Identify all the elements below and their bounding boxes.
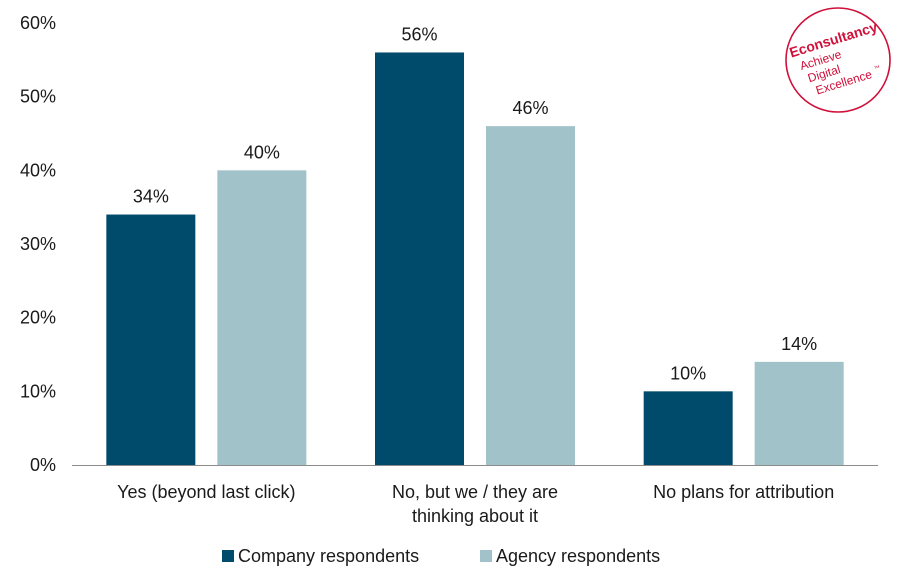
y-tick-label: 0% xyxy=(30,455,56,475)
bar-company-2 xyxy=(643,391,733,465)
category-label: No plans for attribution xyxy=(653,482,834,502)
data-label: 40% xyxy=(244,142,280,162)
data-label: 14% xyxy=(781,334,817,354)
y-tick-label: 40% xyxy=(20,160,56,180)
category-label: Yes (beyond last click) xyxy=(117,482,295,502)
legend-label: Company respondents xyxy=(238,546,419,566)
y-tick-label: 60% xyxy=(20,13,56,33)
legend-swatch xyxy=(480,550,492,562)
bars xyxy=(106,52,844,466)
y-tick-label: 30% xyxy=(20,234,56,254)
legend: Company respondents Agency respondents xyxy=(222,546,660,566)
bar-agency-0 xyxy=(217,170,307,466)
category-label: No, but we / they are xyxy=(392,482,558,502)
y-axis-ticks: 0% 10% 20% 30% 40% 50% 60% xyxy=(20,13,56,475)
y-tick-label: 10% xyxy=(20,381,56,401)
data-label: 34% xyxy=(133,187,169,207)
econsultancy-logo: Econsultancy Achieve Digital Excellence … xyxy=(785,7,891,113)
bar-company-1 xyxy=(375,52,464,465)
category-label: thinking about it xyxy=(412,506,538,526)
category-labels: Yes (beyond last click) No, but we / they… xyxy=(117,482,834,526)
data-label: 10% xyxy=(670,363,706,383)
data-labels: 34% 40% 56% 46% 10% 14% xyxy=(133,24,817,383)
bar-agency-2 xyxy=(754,361,844,465)
logo-tm: ™ xyxy=(873,64,881,72)
legend-label: Agency respondents xyxy=(496,546,660,566)
legend-swatch xyxy=(222,550,234,562)
y-tick-label: 50% xyxy=(20,87,56,107)
data-label: 46% xyxy=(512,98,548,118)
y-tick-label: 20% xyxy=(20,308,56,328)
bar-agency-1 xyxy=(486,126,575,465)
bar-company-0 xyxy=(106,214,196,465)
data-label: 56% xyxy=(401,24,437,44)
